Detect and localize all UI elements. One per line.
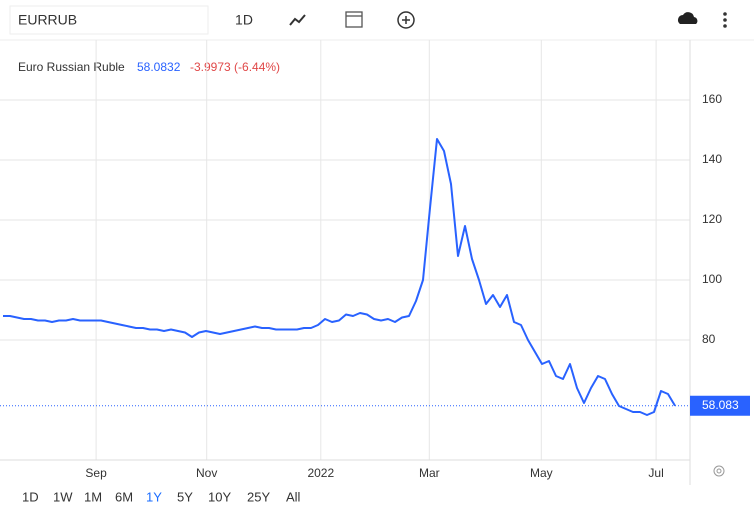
range-button[interactable]: All [286,489,301,504]
interval-button[interactable]: 1D [235,12,253,28]
y-tick-label: 80 [702,332,716,346]
price-tag-text: 58.083 [702,398,739,412]
calendar-icon[interactable] [345,11,363,28]
legend-name: Euro Russian Ruble [18,60,125,74]
y-tick-label: 140 [702,152,722,166]
range-button[interactable]: 1Y [146,489,162,504]
symbol-text: EURRUB [18,12,77,28]
x-tick-label: Mar [419,466,440,480]
x-tick-label: Jul [648,466,663,480]
y-tick-label: 100 [702,272,722,286]
range-button[interactable]: 1W [53,489,73,504]
y-tick-label: 120 [702,212,722,226]
range-button[interactable]: 5Y [177,489,193,504]
y-tick-label: 160 [702,92,722,106]
range-button[interactable]: 1D [22,489,39,504]
legend-change: -3.9973 (-6.44%) [190,60,280,74]
symbol-input[interactable] [9,5,209,35]
chart-type-icon[interactable] [289,14,306,26]
add-icon[interactable] [397,11,415,29]
x-tick-label: 2022 [307,466,334,480]
range-buttons: 1D 1W 1M 6M 1Y 5Y 10Y 25Y All [22,489,301,504]
range-button[interactable]: 25Y [247,489,270,504]
price-line [3,138,676,416]
menu-icon[interactable] [723,12,727,28]
x-tick-label: May [530,466,553,480]
download-icon[interactable] [678,12,698,24]
x-tick-label: Nov [196,466,217,480]
settings-icon[interactable] [713,465,725,477]
x-tick-label: Sep [85,466,107,480]
price-tag-box [690,395,750,416]
range-button[interactable]: 6M [115,489,133,504]
range-button[interactable]: 1M [84,489,102,504]
range-button[interactable]: 10Y [208,489,231,504]
legend-value: 58.0832 [137,60,181,74]
